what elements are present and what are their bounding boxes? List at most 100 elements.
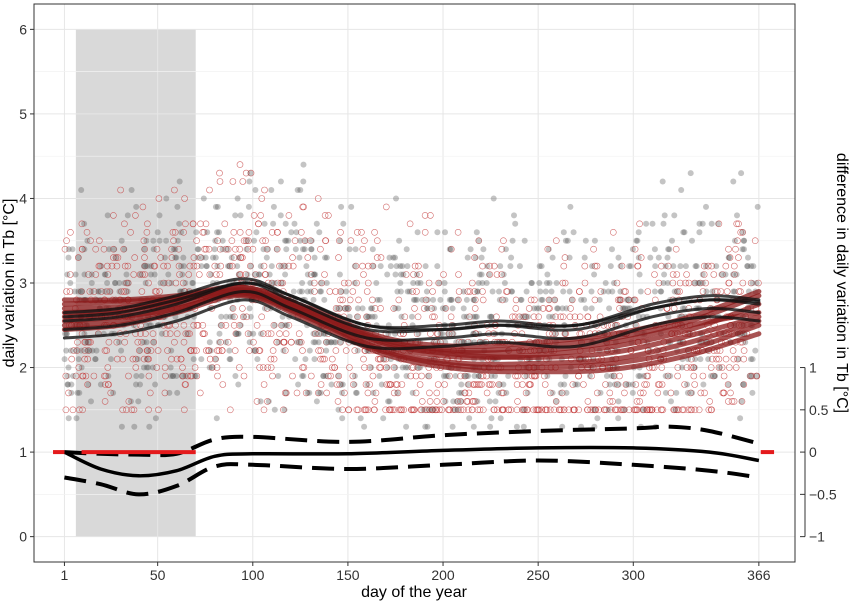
data-point-red: [334, 398, 342, 405]
data-point-red: [240, 372, 248, 380]
data-point-red: [362, 406, 370, 414]
data-point-grey: [516, 263, 523, 270]
data-point-grey: [371, 313, 378, 320]
y-axis-right: −1−0.500.51: [800, 360, 837, 545]
data-point-red: [307, 271, 315, 278]
data-point-red: [102, 372, 110, 380]
data-point-red: [325, 212, 332, 219]
data-point-grey: [458, 381, 465, 388]
data-point-grey: [522, 313, 529, 320]
data-point-red: [127, 229, 134, 236]
data-point-red: [85, 271, 92, 278]
data-point-grey: [280, 347, 287, 354]
data-point-grey: [465, 373, 472, 379]
data-point-red: [490, 406, 498, 414]
data-point-grey: [296, 254, 303, 261]
data-point-red: [199, 321, 207, 329]
data-point-grey: [586, 373, 593, 379]
data-point-grey: [261, 305, 268, 312]
data-point-red: [466, 288, 474, 295]
data-point-grey: [338, 288, 345, 295]
data-point-grey: [138, 373, 145, 379]
data-point-red: [104, 262, 111, 270]
data-point-grey: [536, 263, 543, 270]
data-point-grey: [112, 254, 119, 261]
data-point-red: [205, 347, 212, 354]
data-point-grey: [544, 373, 551, 379]
data-point-grey: [708, 373, 715, 379]
data-point-grey: [703, 288, 710, 295]
data-point-red: [165, 279, 172, 287]
data-point-grey: [472, 313, 479, 320]
data-point-red: [205, 245, 213, 253]
data-point-grey: [357, 415, 364, 422]
data-point-grey: [214, 229, 221, 236]
data-point-grey: [203, 263, 210, 270]
data-point-red: [428, 305, 435, 312]
data-point-grey: [244, 271, 251, 278]
data-point-red: [171, 229, 179, 236]
data-point-red: [646, 406, 653, 414]
data-point-red: [737, 229, 745, 236]
data-point-grey: [102, 271, 109, 278]
data-point-grey: [243, 246, 250, 253]
data-point-red: [406, 220, 414, 228]
data-point-red: [315, 347, 322, 354]
data-point-grey: [294, 187, 301, 193]
data-point-red: [507, 406, 515, 414]
data-point-grey: [662, 389, 669, 396]
data-point-red: [110, 254, 117, 261]
y-axis-right-title: difference in daily variation in Tb [°C]: [833, 153, 850, 413]
data-point-red: [433, 398, 441, 405]
data-point-grey: [235, 330, 242, 337]
data-point-red: [622, 381, 630, 388]
data-point-grey: [378, 381, 385, 388]
data-point-grey: [180, 254, 187, 261]
data-point-grey: [725, 254, 732, 261]
data-point-grey: [689, 389, 696, 396]
data-point-red: [673, 271, 681, 278]
data-point-grey: [448, 296, 455, 303]
data-point-red: [446, 406, 454, 414]
data-point-red: [162, 372, 169, 380]
data-point-grey: [479, 280, 486, 286]
data-point-red: [353, 406, 361, 414]
data-point-red: [500, 406, 507, 414]
data-point-grey: [386, 398, 393, 405]
data-point-grey: [156, 212, 163, 219]
data-point-grey: [275, 339, 282, 346]
data-point-grey: [745, 254, 751, 261]
data-point-grey: [555, 305, 561, 312]
data-point-grey: [89, 347, 96, 354]
data-point-grey: [206, 339, 213, 346]
data-point-red: [228, 237, 236, 244]
data-point-grey: [300, 178, 307, 185]
data-point-grey: [737, 415, 744, 422]
data-point-grey: [302, 356, 309, 363]
data-point-red: [66, 271, 74, 278]
y-tick-label: 3: [19, 275, 27, 291]
data-point-grey: [284, 322, 290, 329]
data-point-grey: [629, 246, 636, 253]
data-point-grey: [549, 313, 556, 320]
data-point-grey: [204, 229, 211, 236]
y2-tick-label: 1: [809, 360, 817, 376]
data-point-grey: [310, 339, 317, 346]
data-point-grey: [135, 398, 142, 405]
data-point-red: [418, 398, 426, 405]
data-point-grey: [539, 296, 546, 303]
data-point-grey: [370, 389, 377, 396]
data-point-red: [140, 355, 148, 363]
data-point-grey: [275, 373, 282, 379]
data-point-grey: [486, 398, 493, 405]
data-point-grey: [518, 313, 525, 320]
data-point-grey: [251, 271, 258, 278]
data-point-grey: [74, 389, 81, 396]
data-point-red: [422, 296, 430, 304]
data-point-grey: [394, 389, 401, 396]
data-point-grey: [339, 415, 346, 422]
data-point-grey: [265, 398, 272, 405]
data-point-red: [593, 262, 601, 270]
data-point-grey: [695, 280, 702, 286]
data-point-red: [86, 288, 94, 295]
